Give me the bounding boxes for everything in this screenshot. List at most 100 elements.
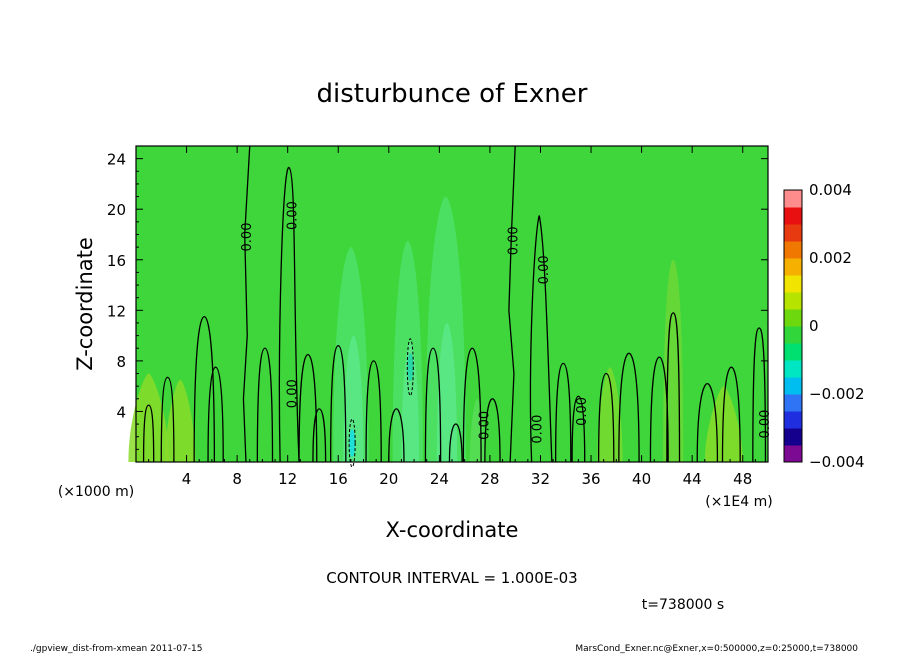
contour-label: 0.00 bbox=[537, 255, 552, 284]
x-tick-label: 32 bbox=[531, 470, 550, 488]
contour-lobe bbox=[142, 404, 155, 463]
contour-lobe bbox=[424, 347, 442, 463]
colorbar-tick-label: 0.004 bbox=[809, 181, 852, 199]
time-label: t=738000 s bbox=[642, 597, 724, 613]
footer-right: MarsCond_Exner.nc@Exner,x=0:500000,z=0:2… bbox=[575, 644, 858, 654]
colorbar-tick-label: −0.004 bbox=[809, 453, 865, 471]
x-tick-label: 16 bbox=[329, 470, 348, 488]
x-tick-label: 24 bbox=[430, 470, 449, 488]
colorbar-cell bbox=[784, 190, 802, 208]
contour-lobe bbox=[388, 408, 405, 463]
field-anomaly bbox=[704, 386, 743, 462]
x-axis-label: X-coordinate bbox=[386, 518, 519, 542]
colorbar-tick-label: 0.002 bbox=[809, 249, 852, 267]
x-tick-label: 12 bbox=[278, 470, 297, 488]
x-tick-label: 44 bbox=[683, 470, 702, 488]
contour-lobe bbox=[752, 327, 767, 463]
contour-label: 0.00 bbox=[531, 415, 546, 444]
contour-lobe bbox=[298, 353, 318, 463]
contour-label: 0.00 bbox=[758, 410, 773, 439]
negative-spot bbox=[349, 429, 356, 458]
plot-area: 0.00 0.00 0.00 0.00 0.00 0.00 0.00 0.00 0.00 bbox=[128, 145, 773, 468]
colorbar-cell bbox=[784, 207, 802, 225]
y-tick-label: 8 bbox=[116, 353, 126, 371]
footer-left: ./gpview_dist-from-xmean 2011-07-15 bbox=[30, 644, 202, 654]
colorbar-cell bbox=[784, 292, 802, 310]
negative-contour bbox=[406, 338, 414, 397]
contour-lobe bbox=[696, 382, 719, 463]
colorbar-cell bbox=[784, 326, 802, 344]
field-anomaly bbox=[128, 373, 169, 462]
contour-label: 0.00 bbox=[507, 226, 522, 255]
colorbar-tick-label: −0.002 bbox=[809, 385, 865, 403]
colorbar-cell bbox=[784, 241, 802, 259]
x-tick-label: 20 bbox=[379, 470, 398, 488]
negative-contour bbox=[348, 418, 356, 468]
y-tick-label: 24 bbox=[107, 151, 126, 169]
field-anomaly bbox=[343, 335, 364, 462]
colorbar-frame bbox=[783, 189, 803, 463]
x-tick-label: 40 bbox=[632, 470, 651, 488]
x-unit-left: (×1000 m) bbox=[58, 484, 134, 500]
contour-lobe bbox=[207, 366, 224, 463]
contour-lobe bbox=[448, 423, 463, 463]
contour-lobe bbox=[666, 312, 681, 463]
contour-labels: 0.00 0.00 0.00 0.00 0.00 0.00 0.00 0.00 0.00 bbox=[240, 201, 773, 444]
colorbar-cell bbox=[784, 428, 802, 446]
contour-lobe bbox=[312, 408, 327, 463]
x-tick-label: 8 bbox=[232, 470, 242, 488]
colorbar-cell bbox=[784, 377, 802, 395]
contour-lobe bbox=[256, 347, 274, 463]
zero-contour bbox=[278, 166, 300, 463]
contour-lobe bbox=[160, 376, 175, 463]
colorbar-tick-label: 0 bbox=[809, 317, 819, 335]
contour-lobe bbox=[618, 352, 640, 463]
colorbar-cell bbox=[784, 275, 802, 293]
colorbar: 0.004 0.002 0 −0.002 −0.004 bbox=[783, 181, 865, 471]
contour-lobe bbox=[597, 372, 615, 463]
colorbar-cell bbox=[784, 224, 802, 242]
x-tick-label: 48 bbox=[733, 470, 752, 488]
contour-lobe bbox=[484, 398, 501, 463]
field-anomaly bbox=[436, 322, 458, 462]
zero-contour bbox=[242, 145, 251, 463]
contour-lobe bbox=[554, 362, 572, 463]
field-blobs bbox=[128, 196, 743, 462]
contour-interval: CONTOUR INTERVAL = 1.000E-03 bbox=[326, 569, 577, 587]
colorbar-cell bbox=[784, 445, 802, 463]
field-anomaly bbox=[401, 341, 420, 462]
y-axis-label: Z-coordinate bbox=[73, 237, 97, 371]
x-tick-label: 28 bbox=[480, 470, 499, 488]
y-axis: 4 8 12 16 20 24 bbox=[107, 151, 768, 450]
contour-label: 0.00 bbox=[575, 397, 590, 426]
contour-label: 0.00 bbox=[240, 223, 255, 252]
contour-lines bbox=[142, 145, 767, 468]
field-anomaly bbox=[663, 259, 684, 462]
contour-label: 0.00 bbox=[478, 411, 493, 440]
colorbar-cell bbox=[784, 411, 802, 429]
colorbar-cell bbox=[784, 394, 802, 412]
colorbar-cell bbox=[784, 360, 802, 378]
field-anomaly bbox=[597, 367, 623, 462]
contour-lobe bbox=[721, 366, 741, 463]
negative-spot bbox=[407, 353, 414, 382]
x-tick-label: 4 bbox=[182, 470, 192, 488]
contour-lobe bbox=[330, 345, 347, 463]
contour-label: 0.00 bbox=[285, 379, 300, 408]
colorbar-cell bbox=[784, 309, 802, 327]
contour-lobe bbox=[462, 347, 482, 463]
colorbar-cell bbox=[784, 258, 802, 276]
y-tick-label: 16 bbox=[107, 252, 126, 270]
y-tick-label: 12 bbox=[107, 302, 126, 320]
y-tick-label: 20 bbox=[107, 201, 126, 219]
contour-lobe bbox=[193, 315, 216, 463]
zero-contour bbox=[508, 145, 516, 463]
y-tick-label: 4 bbox=[116, 403, 126, 421]
colorbar-cells bbox=[784, 190, 802, 463]
colorbar-cell bbox=[784, 343, 802, 361]
contour-lobe bbox=[365, 360, 382, 463]
contour-label: 0.00 bbox=[285, 201, 300, 230]
colorbar-ticks: 0.004 0.002 0 −0.002 −0.004 bbox=[809, 181, 865, 471]
x-axis: 4 8 12 16 20 24 28 32 36 40 44 48 bbox=[148, 146, 756, 488]
x-tick-label: 36 bbox=[581, 470, 600, 488]
